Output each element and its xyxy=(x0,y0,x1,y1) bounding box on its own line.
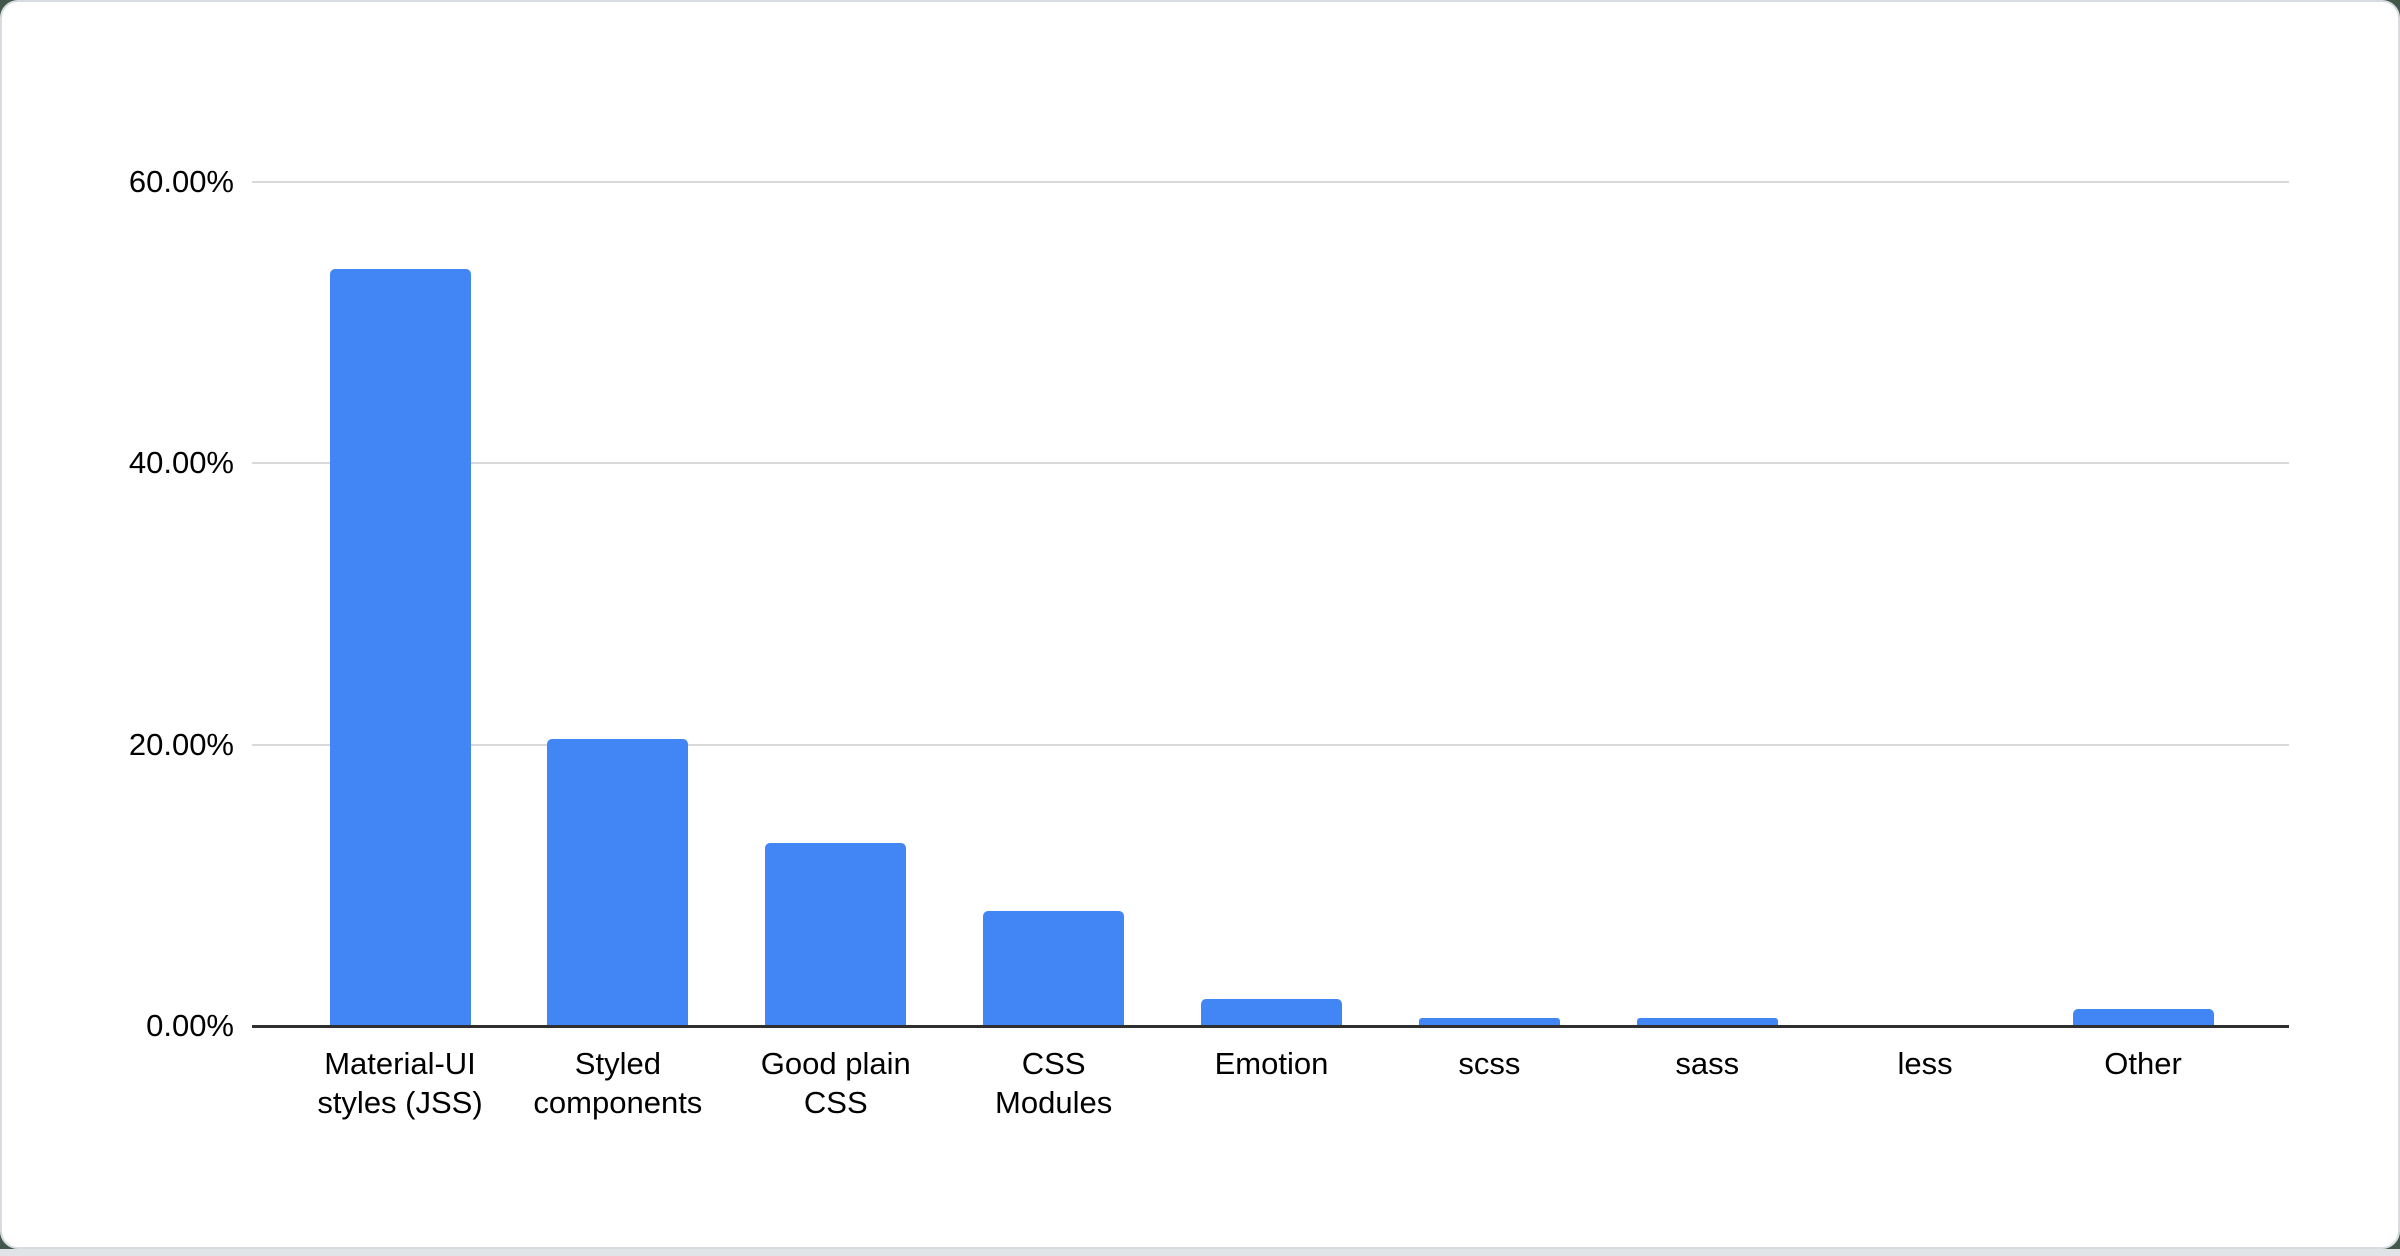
x-axis-label-line: styles (JSS) xyxy=(317,1085,483,1120)
x-axis-label-good-plain-css: Good plain CSS xyxy=(721,1044,951,1122)
y-tick-label-0: 0.00% xyxy=(146,1008,234,1043)
x-axis-label-line: less xyxy=(1897,1046,1953,1081)
x-axis-label-line: Modules xyxy=(995,1085,1113,1120)
x-axis-label-sass: sass xyxy=(1592,1044,1822,1083)
gridline-60 xyxy=(252,181,2289,183)
x-axis-label-less: less xyxy=(1810,1044,2040,1083)
y-tick-label-60: 60.00% xyxy=(128,164,234,199)
x-axis-label-css-modules: CSS Modules xyxy=(939,1044,1169,1122)
x-axis-label-line: components xyxy=(533,1085,703,1120)
x-axis-label-line: Other xyxy=(2104,1046,2182,1081)
bar-css-modules xyxy=(983,911,1125,1026)
x-axis-line xyxy=(252,1025,2289,1028)
bar-good-plain-css xyxy=(765,843,907,1026)
bar-emotion xyxy=(1201,999,1342,1026)
bar-other xyxy=(2072,1009,2214,1026)
x-axis-label-line: Material-UI xyxy=(324,1046,476,1081)
x-axis-label-line: sass xyxy=(1675,1046,1740,1081)
x-axis-label-other: Other xyxy=(2028,1044,2258,1083)
x-axis-label-line: Emotion xyxy=(1214,1046,1329,1081)
x-axis-label-scss: scss xyxy=(1374,1044,1604,1083)
x-axis-label-line: CSS xyxy=(803,1085,868,1120)
bar-material-ui-styles-jss xyxy=(329,269,471,1026)
x-axis-label-styled-components: Styled components xyxy=(503,1044,733,1122)
gridline-40 xyxy=(252,462,2289,465)
y-tick-label-20: 20.00% xyxy=(128,726,234,762)
bar-styled-components xyxy=(547,739,689,1026)
y-tick-label-40: 40.00% xyxy=(128,445,234,481)
gridline-20 xyxy=(252,743,2289,746)
bar-sass xyxy=(1636,1018,1778,1026)
bar-scss xyxy=(1418,1018,1560,1026)
x-axis-label-line: scss xyxy=(1458,1046,1521,1081)
x-axis-label-emotion: Emotion xyxy=(1157,1044,1387,1083)
x-axis-label-line: Good plain xyxy=(760,1046,911,1081)
x-axis-label-material-ui-styles-jss: Material-UI styles (JSS) xyxy=(285,1044,515,1122)
x-axis-label-line: Styled xyxy=(574,1046,661,1081)
bottom-strip xyxy=(0,1249,2400,1256)
x-axis-label-line: CSS xyxy=(1021,1046,1086,1081)
